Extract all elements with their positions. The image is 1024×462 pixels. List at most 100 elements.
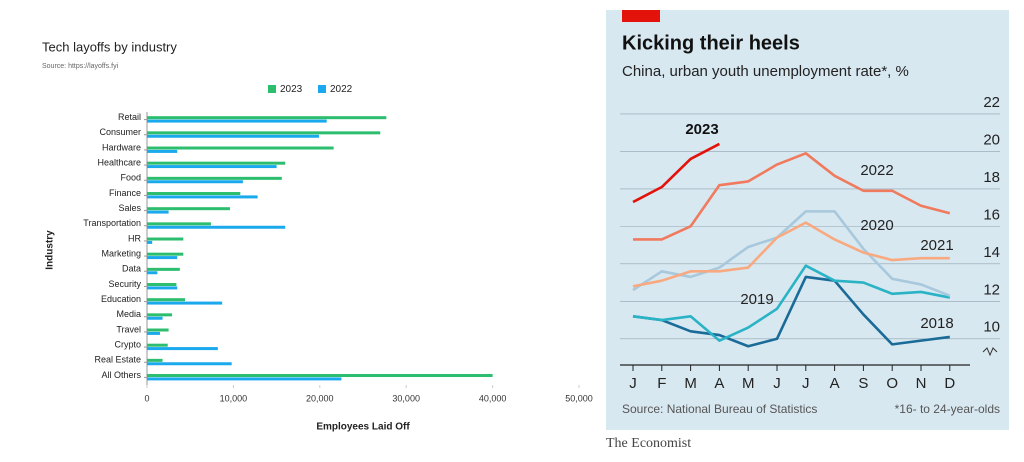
y-tick-label: Healthcare [97, 157, 141, 167]
bar [147, 192, 241, 196]
bar [147, 131, 381, 135]
bar [147, 176, 282, 180]
x-axis-title: Employees Laid Off [316, 422, 410, 433]
bar [147, 343, 168, 347]
y-tick-label: HR [128, 233, 141, 243]
bar [147, 252, 184, 256]
bar [147, 331, 160, 335]
bar [147, 237, 184, 241]
left-panel [22, 20, 596, 450]
x-tick-label: 20,000 [306, 393, 334, 403]
x-tick-label: A [830, 375, 840, 392]
legend-swatch [268, 85, 276, 93]
chart-title: Kicking their heels [622, 32, 800, 54]
bar [147, 271, 158, 275]
footer: The Economist [606, 436, 691, 451]
x-tick-label: 10,000 [220, 393, 248, 403]
bar [147, 116, 387, 120]
x-tick-label: J [802, 375, 810, 392]
bar [147, 298, 186, 302]
bar [147, 267, 180, 271]
x-tick-label: 40,000 [479, 393, 507, 403]
x-tick-label: D [944, 375, 955, 392]
bar [147, 207, 230, 211]
bar [147, 195, 258, 199]
bar [147, 377, 342, 381]
right-panel [606, 10, 1009, 430]
y-tick-label: Hardware [102, 142, 141, 152]
y-tick-label: Data [122, 264, 141, 274]
y-tick-label: Education [101, 294, 141, 304]
line-series [632, 142, 721, 204]
x-tick-label: J [629, 375, 637, 392]
y-tick-label: Transportation [83, 218, 141, 228]
series-label: 2018 [920, 315, 953, 332]
y-tick-label: Security [108, 279, 141, 289]
bar [147, 119, 327, 123]
y-tick-label: 20 [983, 131, 1000, 148]
x-tick-label: A [714, 375, 724, 392]
y-tick-label: Sales [118, 203, 141, 213]
x-tick-label: M [684, 375, 697, 392]
series-label: 2022 [860, 162, 893, 179]
chart-subtitle: China, urban youth unemployment rate*, % [622, 63, 909, 80]
x-tick-label: J [773, 375, 781, 392]
bar [147, 301, 223, 305]
bar [147, 225, 286, 229]
y-tick-label: 12 [983, 281, 1000, 298]
y-tick-label: Consumer [99, 127, 141, 137]
source: Source: National Bureau of Statistics [622, 402, 817, 416]
bar [147, 283, 177, 287]
series-label: 2023 [685, 121, 718, 138]
footnote: *16- to 24-year-olds [895, 402, 1000, 416]
x-tick-label: F [657, 375, 666, 392]
y-tick-label: Crypto [114, 339, 141, 349]
chart-subtitle: Source: https://layoffs.fyi [42, 63, 119, 70]
y-tick-label: 10 [983, 319, 1000, 336]
x-tick-label: 30,000 [392, 393, 420, 403]
x-tick-label: 50,000 [565, 393, 593, 403]
line-series [633, 152, 951, 241]
bar [147, 328, 169, 332]
x-tick-label: M [742, 375, 755, 392]
x-tick-label: 0 [144, 393, 149, 403]
bar [147, 240, 153, 244]
legend-label: 2022 [330, 84, 353, 95]
bar [147, 347, 218, 351]
legend-label: 2023 [280, 84, 303, 95]
y-tick-label: Media [116, 309, 141, 319]
x-tick-label: N [916, 375, 927, 392]
bar [147, 210, 169, 214]
bar [147, 165, 277, 169]
bar [147, 149, 178, 153]
line-series [632, 221, 950, 288]
bar [147, 286, 178, 290]
line-series [632, 210, 951, 297]
x-tick-label: S [858, 375, 868, 392]
y-tick-label: Retail [118, 112, 141, 122]
y-tick-label: Travel [116, 324, 141, 334]
y-tick-label: 22 [983, 94, 1000, 111]
series-label: 2021 [920, 237, 953, 254]
y-tick-label: Real Estate [94, 355, 141, 365]
y-tick-label: 16 [983, 206, 1000, 223]
y-tick-label: 14 [983, 244, 1000, 261]
bar [147, 316, 163, 320]
bar [147, 134, 319, 138]
bar [147, 146, 334, 150]
bar [147, 362, 232, 366]
bar [147, 161, 286, 165]
bar [147, 358, 163, 362]
y-axis-title: Industry [45, 230, 56, 270]
y-tick-label: Finance [109, 188, 141, 198]
series-label: 2019 [740, 291, 773, 308]
series-label: 2020 [860, 217, 893, 234]
y-tick-label: Food [120, 173, 141, 183]
line-series [632, 275, 950, 348]
axis-break [982, 347, 998, 357]
line-series [632, 264, 951, 342]
bar [147, 256, 178, 260]
y-tick-label: All Others [101, 370, 141, 380]
bar [147, 222, 211, 226]
bar [147, 374, 493, 378]
